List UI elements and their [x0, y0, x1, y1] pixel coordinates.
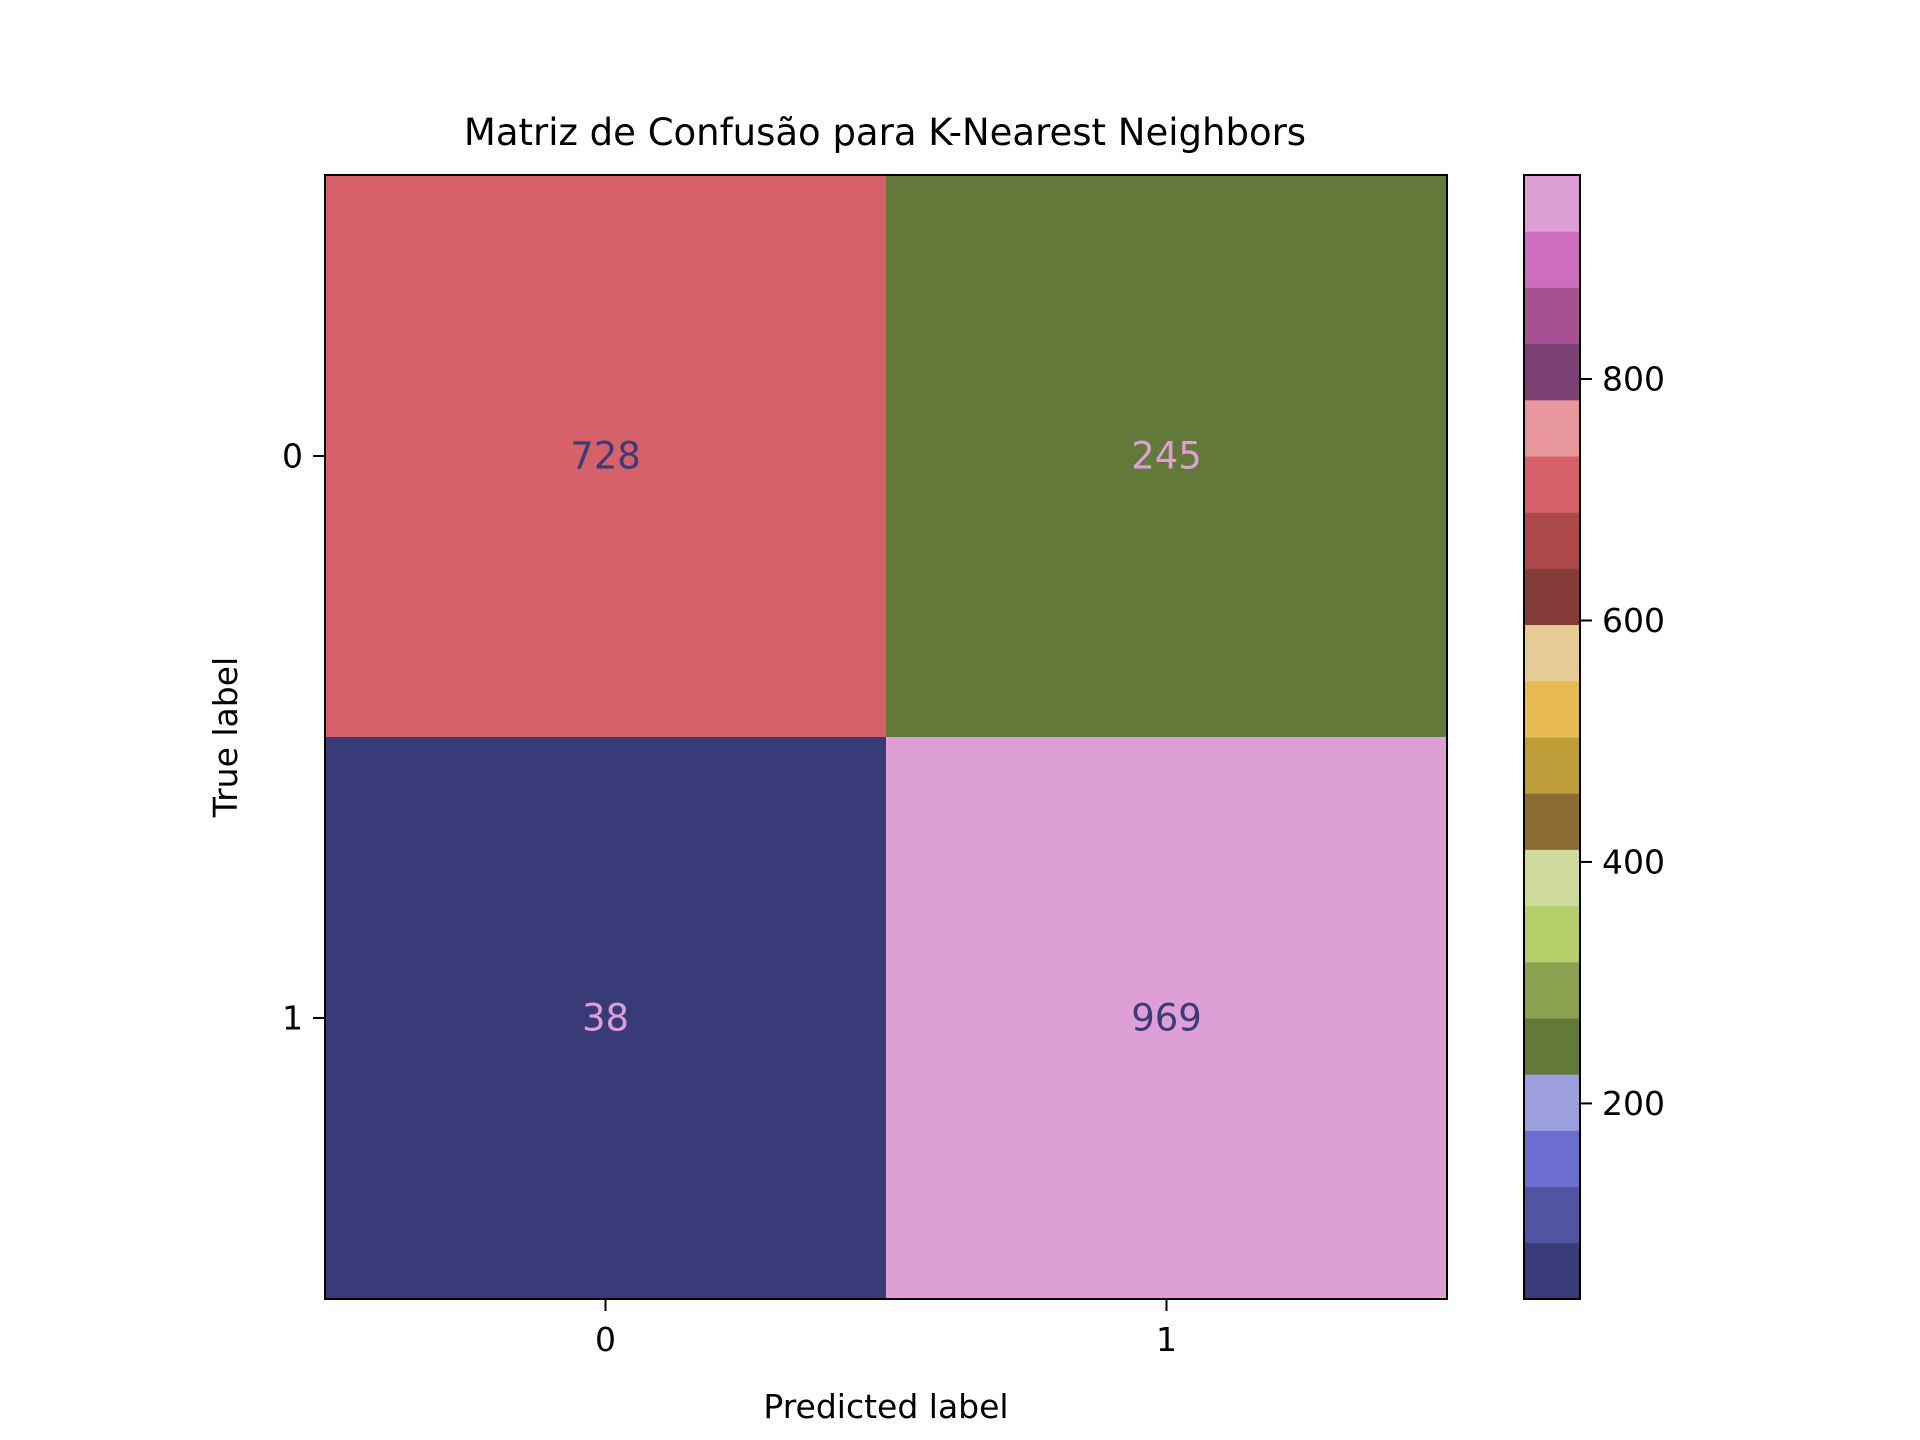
colorbar-segment	[1524, 1018, 1580, 1075]
colorbar-segment	[1524, 231, 1580, 288]
cell-value-0-1: 245	[1131, 435, 1202, 478]
x-axis-label: Predicted label	[763, 1387, 1008, 1426]
colorbar-tick-label: 200	[1602, 1084, 1665, 1123]
y-tick-label: 1	[282, 999, 303, 1038]
heatmap-cell-0-0	[325, 175, 886, 737]
x-tick-label: 1	[1156, 1320, 1177, 1359]
colorbar-tick-label: 800	[1602, 360, 1665, 399]
colorbar-segment	[1524, 568, 1580, 626]
heatmap-cell-1-0	[325, 737, 886, 1299]
colorbar-segment	[1524, 1186, 1580, 1244]
colorbar	[1524, 175, 1580, 1300]
colorbar-segment	[1524, 399, 1580, 457]
colorbar-segment	[1524, 343, 1580, 401]
heatmap-cells: 728 245 38 969	[325, 175, 1447, 1299]
y-axis-ticks: 01	[282, 437, 325, 1038]
y-tick-label: 0	[282, 437, 303, 476]
cell-value-0-0: 728	[570, 435, 641, 478]
colorbar-segment	[1524, 905, 1580, 963]
y-axis-label: True label	[206, 657, 245, 818]
colorbar-segment	[1524, 793, 1580, 850]
heatmap-cell-1-1	[886, 737, 1447, 1299]
colorbar-segment	[1524, 680, 1580, 738]
colorbar-segment	[1524, 287, 1580, 345]
colorbar-tick-label: 600	[1602, 601, 1665, 640]
plot-frame	[324, 174, 1448, 1300]
colorbar-segment	[1524, 456, 1580, 513]
colorbar-segment	[1524, 961, 1580, 1019]
colorbar-segment	[1524, 1242, 1580, 1300]
colorbar-segment	[1524, 1130, 1580, 1188]
colorbar-tick-label: 400	[1602, 842, 1665, 881]
heatmap-cell-0-1	[886, 175, 1447, 737]
colorbar-segment	[1524, 849, 1580, 907]
colorbar-segment	[1524, 737, 1580, 794]
cell-value-1-0: 38	[582, 997, 629, 1040]
x-tick-label: 0	[595, 1320, 616, 1359]
cell-value-1-1: 969	[1131, 997, 1202, 1040]
colorbar-ticks: 200 400 600 800	[1580, 360, 1665, 1123]
colorbar-segment	[1524, 624, 1580, 682]
colorbar-segment	[1524, 175, 1580, 232]
colorbar-segment	[1524, 1074, 1580, 1131]
colorbar-segment	[1524, 512, 1580, 569]
colorbar-frame	[1523, 174, 1581, 1300]
chart-title: Matriz de Confusão para K-Nearest Neighb…	[464, 111, 1306, 154]
